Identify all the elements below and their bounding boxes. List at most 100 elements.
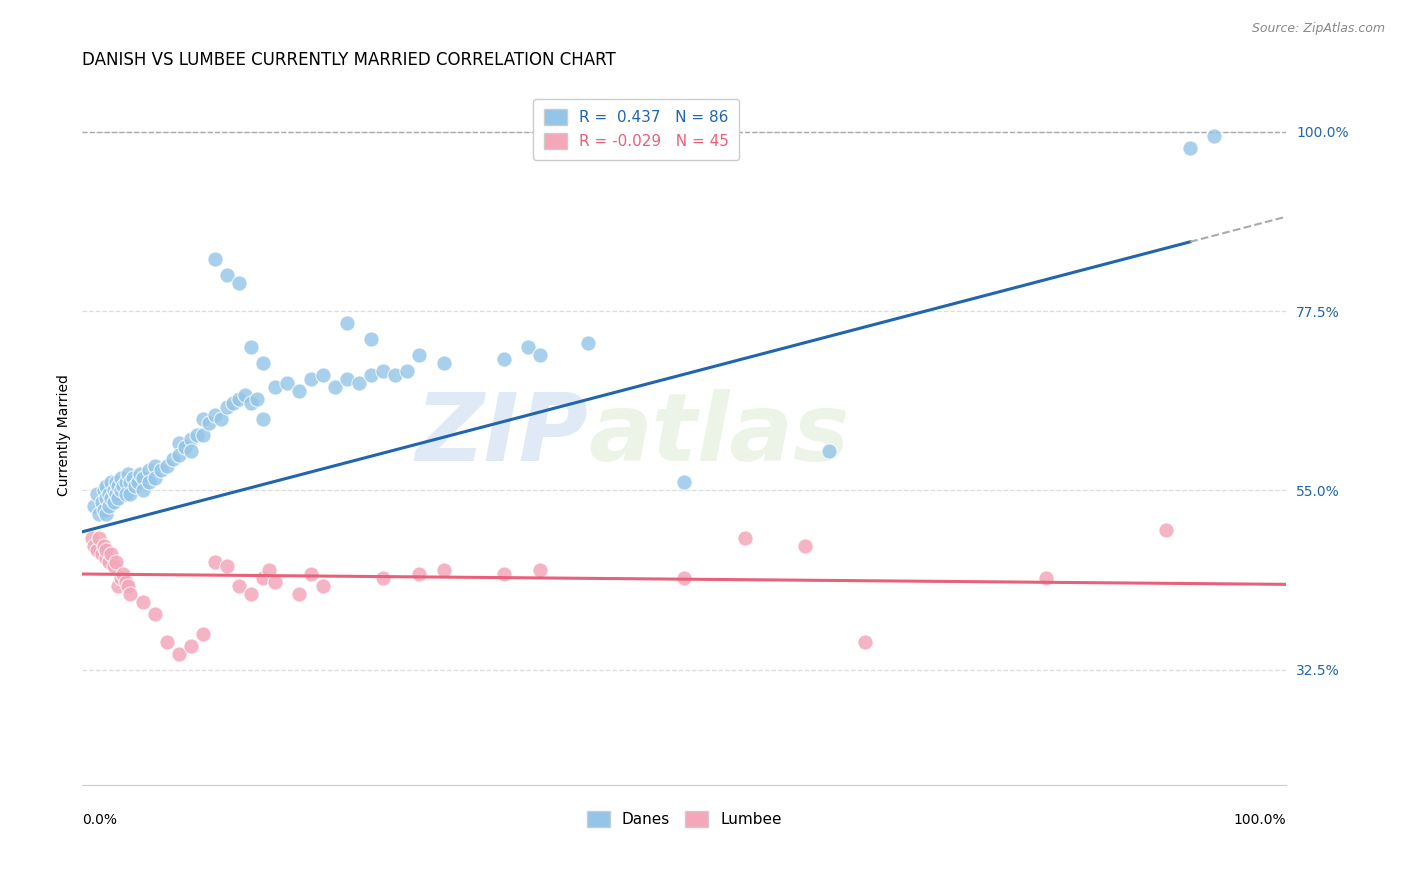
Point (312, 579, 335, 593)
Point (110, 483, 132, 498)
Point (112, 567, 135, 582)
Point (96, 551, 118, 566)
Point (143, 471, 166, 485)
Point (180, 639, 202, 653)
Point (138, 463, 160, 477)
Point (117, 467, 139, 482)
Point (793, 539, 815, 553)
Point (204, 555, 226, 569)
Point (246, 392, 269, 406)
Point (107, 579, 129, 593)
Point (129, 467, 152, 482)
Point (191, 427, 214, 442)
Point (167, 647, 190, 661)
Point (100, 547, 122, 561)
Point (1204, 128, 1226, 143)
Point (90, 495, 112, 509)
Point (360, 368, 382, 382)
Point (373, 571, 395, 585)
Point (138, 475, 160, 490)
Point (299, 372, 322, 386)
Point (1178, 141, 1201, 155)
Point (93, 503, 115, 517)
Point (97, 487, 120, 501)
Point (114, 574, 136, 589)
Point (117, 579, 139, 593)
Point (853, 634, 876, 648)
Point (239, 587, 262, 601)
Point (276, 376, 298, 390)
Point (100, 491, 122, 506)
Point (96, 491, 118, 506)
Point (408, 348, 430, 362)
Point (90, 547, 112, 561)
Point (112, 479, 135, 493)
Point (167, 448, 190, 462)
Point (191, 626, 214, 640)
Point (197, 416, 219, 430)
Point (349, 376, 371, 390)
Point (576, 336, 599, 351)
Point (529, 348, 551, 362)
Point (239, 396, 262, 410)
Point (93, 483, 115, 498)
Point (110, 571, 132, 585)
Text: DANISH VS LUMBEE CURRENTLY MARRIED CORRELATION CHART: DANISH VS LUMBEE CURRENTLY MARRIED CORRE… (83, 51, 616, 69)
Point (103, 495, 125, 509)
Point (180, 443, 202, 458)
Y-axis label: Currently Married: Currently Married (58, 374, 72, 496)
Point (96, 479, 118, 493)
Point (107, 491, 129, 506)
Point (673, 475, 696, 490)
Point (97, 555, 120, 569)
Point (143, 459, 166, 474)
Point (110, 471, 132, 485)
Point (120, 587, 142, 601)
Text: atlas: atlas (588, 389, 849, 481)
Point (96, 543, 118, 558)
Point (114, 475, 136, 490)
Point (1154, 523, 1177, 537)
Point (86, 543, 108, 558)
Point (96, 508, 118, 522)
Point (252, 571, 274, 585)
Point (360, 332, 382, 346)
Point (432, 563, 454, 577)
Point (264, 380, 287, 394)
Point (107, 479, 129, 493)
Point (673, 571, 696, 585)
Point (191, 411, 214, 425)
Point (180, 432, 202, 446)
Point (432, 356, 454, 370)
Point (233, 388, 256, 402)
Point (734, 531, 756, 545)
Point (149, 463, 172, 477)
Point (167, 435, 190, 450)
Point (86, 487, 108, 501)
Point (97, 500, 120, 514)
Point (529, 563, 551, 577)
Point (105, 555, 128, 569)
Point (818, 443, 841, 458)
Point (204, 408, 226, 422)
Point (323, 380, 346, 394)
Text: ZIP: ZIP (415, 389, 588, 481)
Point (93, 539, 115, 553)
Point (103, 483, 125, 498)
Point (89, 531, 111, 545)
Point (492, 351, 515, 366)
Point (80, 531, 103, 545)
Point (155, 459, 177, 474)
Point (228, 392, 250, 406)
Point (114, 487, 136, 501)
Text: Source: ZipAtlas.com: Source: ZipAtlas.com (1251, 22, 1385, 36)
Point (239, 340, 262, 354)
Point (143, 607, 166, 621)
Point (215, 268, 238, 283)
Point (127, 475, 149, 490)
Point (131, 471, 153, 485)
Point (228, 579, 250, 593)
Text: 0.0%: 0.0% (83, 814, 117, 827)
Legend: Danes, Lumbee: Danes, Lumbee (581, 805, 789, 833)
Point (173, 440, 195, 454)
